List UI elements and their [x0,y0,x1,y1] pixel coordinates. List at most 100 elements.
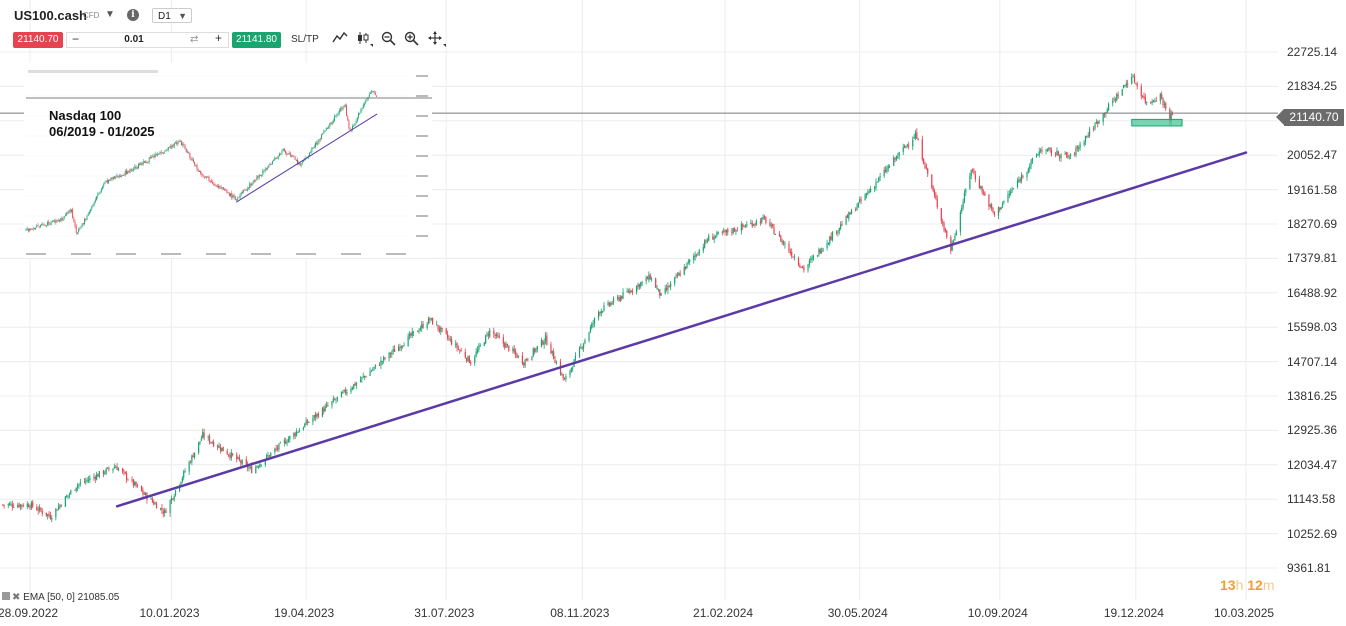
chevron-down-icon[interactable]: ▼ [105,9,115,20]
candle [1113,98,1115,101]
candle [972,168,974,171]
candle [317,141,319,145]
indicator-settings-icon[interactable] [2,592,10,600]
candle [134,482,136,485]
symbol-name[interactable]: US100.cash [14,8,87,23]
candle [340,108,342,111]
candle [430,318,432,320]
candle [343,389,345,392]
candle [8,503,11,505]
x-tick-label: 31.07.2023 [414,606,475,620]
candle [1171,113,1174,115]
candle [362,104,364,108]
sell-button[interactable]: 21140.70 [13,32,63,48]
candle [1010,191,1012,195]
indicator-legend[interactable]: ✖ EMA [50, 0] 21085.05 [2,592,119,603]
lot-stepper[interactable]: − 0.01 ⇄ + [66,31,229,48]
candle [75,487,77,491]
candle [259,175,261,177]
candle [230,193,231,196]
candle [89,477,91,481]
candle [373,366,375,369]
candle [810,259,812,261]
candle [513,348,515,353]
candle [494,334,496,337]
candle [26,228,28,231]
buy-button[interactable]: 21141.80 [232,32,281,48]
candle [285,150,287,154]
candle [236,199,237,201]
close-icon[interactable]: ✖ [12,592,21,603]
candle [276,157,278,159]
candle [44,224,46,226]
swap-icon[interactable]: ⇄ [190,34,199,45]
move-icon[interactable] [428,31,446,50]
candle [543,342,545,345]
candle [47,222,48,226]
candle [269,163,271,165]
candle [338,110,340,114]
candle [455,343,457,346]
candle [1098,121,1100,124]
candle [54,220,56,223]
lot-minus-button[interactable]: − [72,32,80,46]
candle [25,229,27,231]
info-icon[interactable]: i [127,9,139,21]
candle [332,120,334,123]
sl-tp-button[interactable]: SL/TP [291,34,319,45]
candle [393,348,396,352]
candle [218,445,220,448]
candle [313,146,315,149]
candle [228,193,230,196]
candle [368,93,370,97]
candle [347,115,349,121]
candle [1007,194,1009,202]
candle [117,175,119,177]
line-chart-icon[interactable] [332,31,348,48]
candle [30,502,32,509]
candle [143,493,145,495]
candle [906,144,908,146]
candle [493,330,495,335]
y-tick-label: 13816.25 [1287,389,1338,403]
candle [331,121,333,125]
candle [1067,155,1069,157]
candle [172,144,174,147]
candle [189,152,191,158]
lot-plus-button[interactable]: + [215,31,223,45]
candle [348,120,350,129]
candle [534,348,536,352]
zoom-in-icon[interactable] [404,31,419,49]
candle [426,324,428,328]
candle [354,383,356,386]
candle [1049,147,1051,150]
candle [199,441,201,443]
candle [830,236,832,240]
candle [913,137,915,139]
candle [193,452,196,458]
candle [121,468,124,472]
candle [808,260,810,265]
zoom-out-icon[interactable] [381,31,396,49]
candles-icon[interactable] [356,31,374,50]
candle [954,236,956,241]
timeframe-select[interactable]: D1 ▼ [152,8,192,23]
candle [897,156,899,158]
candle [324,406,326,412]
candle [421,324,423,329]
candle [312,418,314,423]
candle [311,147,313,153]
candle [1078,147,1080,149]
candle [207,436,209,438]
candle [943,223,945,230]
candle [217,445,219,448]
lot-value[interactable]: 0.01 [124,34,144,45]
candle [589,327,591,333]
candle [903,146,906,148]
candle [147,161,149,164]
candle [374,364,377,367]
candle [1079,143,1081,149]
candle [265,168,267,170]
y-tick-label: 17379.81 [1287,251,1338,266]
